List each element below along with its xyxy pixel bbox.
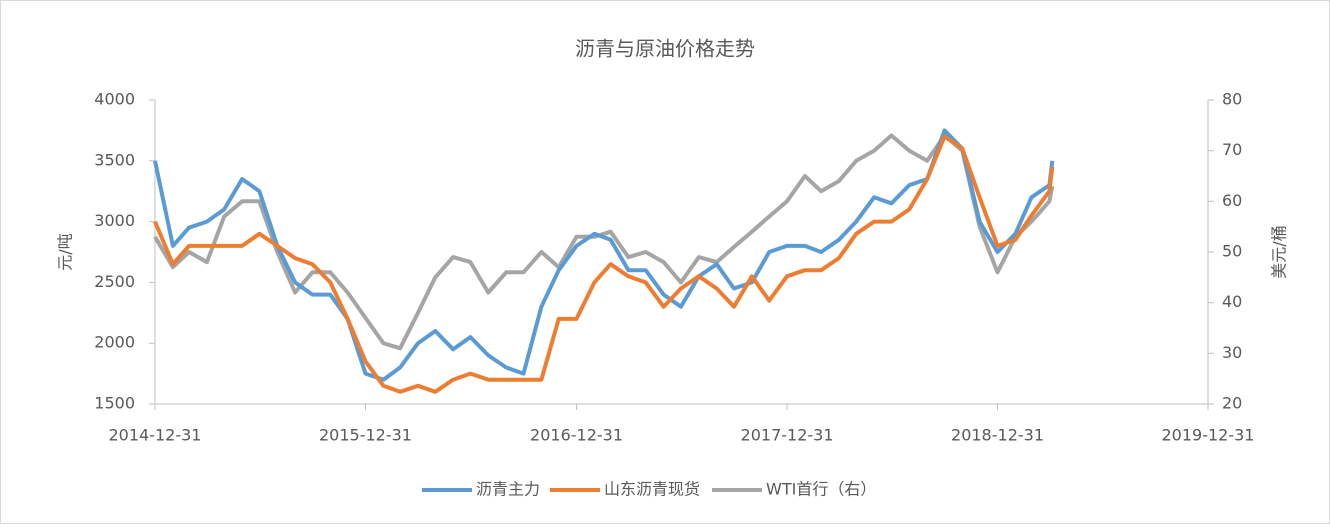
y-tick-label: 2500 — [94, 272, 135, 291]
y-tick-label: 1500 — [94, 394, 135, 413]
x-tick-label: 2016-12-31 — [530, 426, 623, 445]
y-tick-label: 4000 — [94, 90, 135, 109]
series-line — [153, 133, 1055, 351]
chart-title: 沥青与原油价格走势 — [575, 37, 755, 61]
y2-axis-label: 美元/桶 — [1270, 225, 1289, 278]
legend-label: 山东沥青现货 — [604, 480, 700, 499]
y2-tick-label: 30 — [1222, 343, 1242, 362]
y2-tick-label: 50 — [1222, 242, 1242, 261]
y2-tick-label: 70 — [1222, 140, 1242, 159]
y-axis-label: 元/吨 — [56, 233, 75, 270]
x-tick-label: 2014-12-31 — [109, 426, 202, 445]
y2-tick-label: 20 — [1222, 394, 1242, 413]
series-line — [153, 128, 1055, 382]
x-tick-label: 2018-12-31 — [951, 426, 1044, 445]
y2-tick-label: 60 — [1222, 191, 1242, 210]
x-tick-label: 2019-12-31 — [1162, 426, 1255, 445]
y-tick-label: 3000 — [94, 211, 135, 230]
y2-tick-label: 80 — [1222, 90, 1242, 109]
y2-tick-label: 40 — [1222, 292, 1242, 311]
y-tick-label: 2000 — [94, 333, 135, 352]
x-tick-label: 2017-12-31 — [741, 426, 834, 445]
y-tick-label: 3500 — [94, 150, 135, 169]
legend-label: 沥青主力 — [476, 480, 540, 499]
legend-label: WTI首行（右） — [766, 480, 876, 499]
x-tick-label: 2015-12-31 — [319, 426, 412, 445]
series-line — [153, 134, 1055, 394]
